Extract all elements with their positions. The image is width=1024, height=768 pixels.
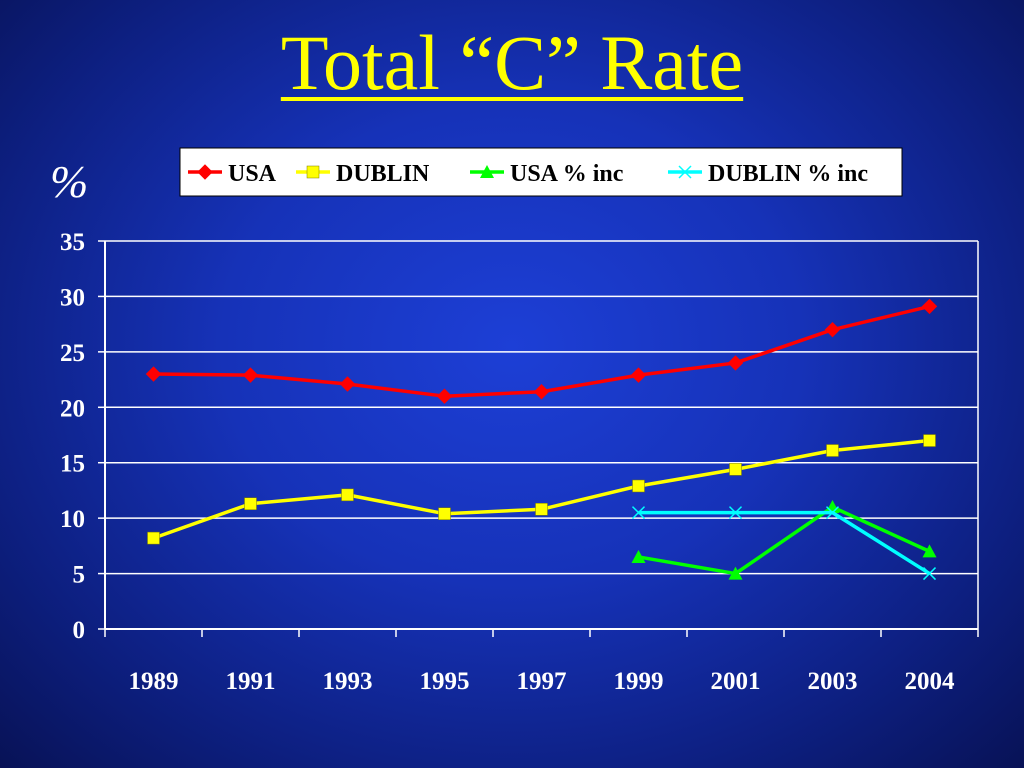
data-point (631, 506, 646, 520)
data-point (535, 503, 548, 516)
legend-label: DUBLIN (336, 161, 430, 187)
y-tick-label: 25 (60, 340, 85, 367)
series-usa-inc (631, 500, 937, 580)
legend-swatch-marker-stroke (678, 165, 692, 179)
data-point (631, 549, 646, 563)
data-point (632, 479, 645, 493)
series-line (152, 438, 930, 540)
gridlines (105, 240, 978, 575)
legend-swatch-marker (480, 165, 494, 178)
legend: USA DUBLIN USA % inc DUBLIN % inc (179, 147, 903, 197)
x-tick-label: 1997 (517, 668, 567, 695)
x-tick-label: 2003 (808, 668, 858, 695)
data-point (826, 444, 839, 457)
slide-title: Total “C” Rate (280, 19, 744, 106)
data-point-stroke (631, 506, 646, 520)
series-line (638, 505, 931, 576)
y-tick-label: 10 (60, 506, 85, 533)
x-tick-label: 1999 (614, 668, 664, 695)
data-point-stroke (728, 506, 743, 520)
data-point (729, 463, 742, 476)
x-tick-label: 2004 (905, 668, 956, 695)
legend-swatch-marker (678, 165, 692, 179)
y-tick-label: 0 (73, 617, 86, 644)
data-point (728, 506, 743, 520)
data-point (438, 507, 451, 520)
x-tick-label: 1991 (226, 668, 276, 695)
data-point (630, 367, 647, 383)
data-point (341, 488, 354, 502)
x-tick-label: 2001 (711, 668, 761, 695)
series-usa (145, 298, 938, 404)
y-tick-label: 5 (73, 562, 86, 589)
legend-item: DUBLIN (296, 161, 430, 187)
data-point (145, 366, 162, 382)
legend-label: USA (228, 161, 277, 187)
data-point (244, 497, 257, 510)
legend-swatch-marker (306, 165, 320, 179)
series-line (638, 510, 931, 576)
series-dublin (147, 434, 936, 545)
series-dublin-inc (631, 506, 937, 581)
data-point (922, 544, 937, 558)
data-point (339, 376, 356, 392)
legend-label: DUBLIN % inc (708, 161, 868, 187)
legend-swatch-marker (197, 164, 213, 180)
data-point (147, 531, 160, 545)
data-point (728, 566, 743, 580)
axes: 0 5 10 15 20 25 30 35 1989 1991 1993 1995 1997 1999 20… (60, 229, 979, 695)
legend-item: USA % inc (470, 161, 624, 187)
x-tick-label: 1995 (420, 668, 470, 695)
data-point (921, 298, 938, 315)
data-point (922, 567, 937, 581)
data-point (533, 384, 550, 400)
data-point (242, 367, 259, 383)
data-point (824, 321, 841, 338)
data-point-stroke (825, 506, 840, 520)
y-axis-unit-label: % (50, 156, 89, 207)
x-tick-label: 1989 (129, 668, 179, 695)
legend-label: USA % inc (510, 161, 624, 187)
data-point (436, 388, 453, 404)
data-point (923, 434, 936, 447)
y-tick-label: 15 (60, 451, 85, 478)
series-lines (145, 298, 938, 581)
legend-item: DUBLIN % inc (668, 161, 868, 187)
data-point (727, 355, 744, 371)
legend-item: USA (188, 161, 277, 187)
y-tick-label: 35 (60, 229, 85, 256)
data-point-stroke (922, 567, 937, 581)
data-point (825, 506, 840, 520)
y-tick-label: 20 (60, 395, 85, 422)
x-tick-label: 1993 (323, 668, 373, 695)
y-tick-label: 30 (60, 284, 85, 311)
